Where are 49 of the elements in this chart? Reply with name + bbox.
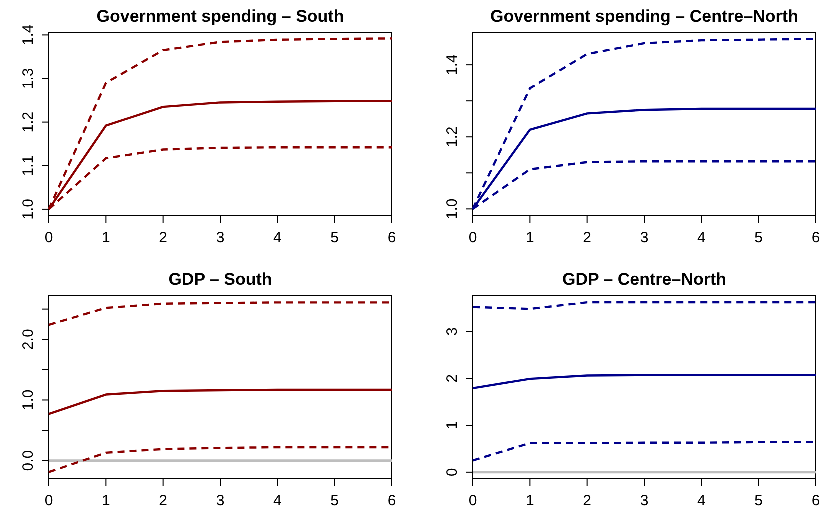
- y-tick-label: 1.2: [444, 126, 461, 148]
- x-tick-label: 3: [640, 230, 649, 246]
- x-tick-label: 5: [330, 492, 340, 510]
- chart-title: Government spending – Centre–North: [490, 7, 798, 26]
- chart-title: Government spending – South: [96, 7, 344, 26]
- y-tick-label: 0: [444, 468, 461, 477]
- y-tick-label: 1.0: [444, 198, 461, 220]
- chart-title: GDP – South: [168, 270, 272, 289]
- y-tick-label: 1.0: [20, 199, 37, 220]
- x-tick-label: 1: [526, 230, 534, 246]
- x-tick-label: 5: [754, 230, 764, 246]
- x-tick-label: 1: [102, 492, 110, 510]
- x-tick-label: 6: [388, 230, 396, 246]
- x-tick-label: 2: [159, 492, 168, 510]
- line-series: [472, 374, 818, 390]
- x-tick-label: 4: [273, 230, 282, 246]
- x-tick-label: 0: [468, 230, 478, 246]
- line-series: [48, 388, 394, 416]
- y-tick-label: 3: [444, 327, 461, 336]
- y-tick-label: 2: [444, 374, 461, 383]
- x-tick-label: 6: [812, 230, 820, 246]
- chart-title: GDP – Centre–North: [562, 270, 727, 289]
- y-tick-label: 1.4: [20, 24, 37, 46]
- x-tick-label: 2: [583, 230, 592, 246]
- y-tick-label: 1.4: [444, 54, 461, 76]
- y-tick-label: 0.0: [20, 450, 37, 472]
- x-tick-label: 0: [44, 230, 54, 246]
- y-tick-label: 1.1: [20, 155, 37, 176]
- x-tick-label: 4: [697, 492, 706, 510]
- x-tick-label: 5: [330, 230, 340, 246]
- y-tick-label: 1: [444, 421, 461, 430]
- y-tick-label: 1.2: [20, 112, 37, 133]
- x-tick-label: 6: [812, 492, 820, 510]
- y-tick-label: 1.0: [20, 390, 37, 411]
- x-tick-label: 3: [640, 492, 649, 510]
- x-tick-label: 1: [526, 492, 534, 510]
- x-tick-label: 3: [216, 230, 225, 246]
- x-tick-label: 1: [102, 230, 110, 246]
- x-tick-label: 6: [388, 492, 396, 510]
- x-tick-label: 0: [44, 492, 54, 510]
- y-tick-label: 1.3: [20, 68, 37, 90]
- x-tick-label: 4: [273, 492, 282, 510]
- x-tick-label: 3: [216, 492, 225, 510]
- y-tick-label: 2.0: [20, 329, 37, 350]
- x-tick-label: 2: [583, 492, 592, 510]
- x-tick-label: 4: [697, 230, 706, 246]
- x-tick-label: 5: [754, 492, 764, 510]
- x-tick-label: 2: [159, 230, 168, 246]
- x-tick-label: 0: [468, 492, 478, 510]
